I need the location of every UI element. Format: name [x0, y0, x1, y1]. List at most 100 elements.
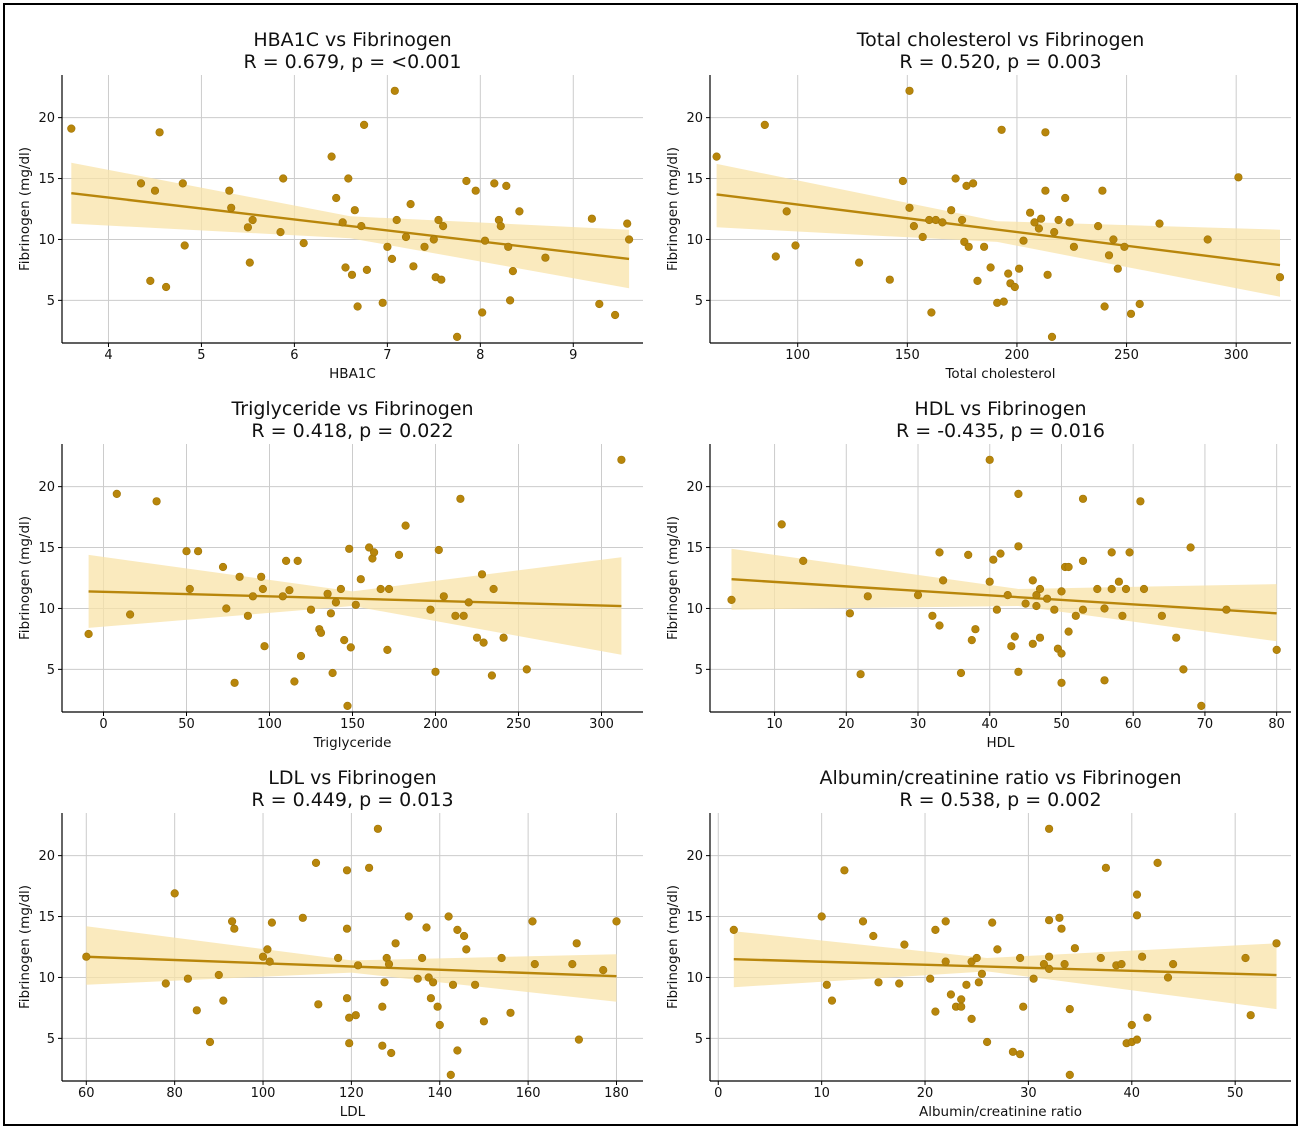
data-point	[383, 645, 392, 655]
data-point	[1064, 562, 1073, 572]
data-point	[340, 635, 349, 645]
data-point	[1041, 186, 1050, 195]
data-point	[380, 978, 389, 987]
x-tick-label: 60	[78, 1086, 95, 1101]
data-point	[136, 179, 146, 188]
data-point	[1153, 858, 1162, 868]
data-point	[464, 598, 473, 607]
data-point	[997, 125, 1006, 134]
x-tick-label: 180	[604, 1086, 629, 1101]
data-point	[1019, 236, 1028, 245]
data-point	[245, 258, 254, 267]
data-point	[913, 590, 923, 600]
data-point	[404, 912, 413, 921]
data-point	[504, 242, 513, 251]
data-point	[323, 589, 332, 598]
data-point	[278, 592, 287, 601]
data-point	[712, 152, 721, 161]
data-point	[799, 556, 808, 566]
data-point	[1014, 489, 1023, 499]
data-point	[502, 181, 511, 190]
data-point	[451, 611, 460, 620]
data-point	[617, 455, 626, 464]
regression-line	[88, 590, 622, 608]
x-tick-label: 30	[910, 717, 927, 732]
data-point	[341, 263, 350, 272]
data-point	[962, 980, 971, 989]
data-point	[205, 1037, 215, 1047]
data-point	[935, 548, 944, 557]
data-point	[446, 1070, 455, 1079]
data-point	[471, 980, 480, 989]
data-point	[1054, 215, 1063, 225]
data-point	[444, 912, 453, 921]
data-point	[263, 945, 272, 954]
data-point	[298, 913, 307, 922]
data-point	[1036, 214, 1046, 223]
chart-title: HDL vs Fibrinogen	[914, 398, 1086, 420]
data-point	[248, 215, 257, 225]
data-point	[1096, 953, 1105, 963]
data-point	[869, 931, 878, 941]
data-point	[845, 609, 855, 618]
y-tick-label: 20	[686, 849, 703, 864]
data-point	[979, 242, 989, 251]
data-point	[1025, 208, 1035, 217]
data-point	[1109, 235, 1118, 244]
data-point	[365, 863, 374, 872]
x-tick-label: 50	[178, 717, 195, 732]
data-point	[1143, 1013, 1152, 1022]
data-point	[1014, 264, 1024, 273]
data-point	[992, 605, 1002, 614]
data-point	[192, 1006, 201, 1015]
data-point	[624, 235, 634, 244]
data-point	[1155, 219, 1164, 228]
x-tick-label: 300	[589, 717, 614, 732]
y-tick-label: 10	[686, 971, 703, 986]
chart-subtitle: R = 0.520, p = 0.003	[899, 51, 1101, 73]
data-point	[279, 174, 288, 183]
y-tick-label: 10	[686, 602, 703, 617]
data-point	[1197, 701, 1206, 711]
x-axis-label: Total cholesterol	[944, 366, 1055, 382]
data-point	[827, 996, 837, 1005]
data-point	[487, 671, 497, 680]
y-tick-label: 10	[38, 602, 55, 617]
x-tick-label: 250	[1114, 348, 1139, 363]
y-tick-label: 15	[38, 910, 55, 925]
data-point	[957, 1002, 966, 1011]
y-tick-label: 15	[686, 172, 703, 187]
data-point	[612, 917, 621, 926]
data-point	[791, 241, 800, 250]
data-point	[1004, 269, 1013, 278]
data-point	[1039, 959, 1048, 969]
x-tick-label: 10	[813, 1086, 830, 1101]
y-tick-label: 5	[695, 663, 703, 678]
data-point	[290, 677, 299, 686]
x-tick-label: 150	[340, 717, 365, 732]
x-tick-label: 140	[427, 1086, 452, 1101]
data-point	[973, 276, 982, 286]
data-point	[84, 629, 93, 639]
chart-subtitle: R = 0.418, p = 0.022	[251, 420, 453, 442]
data-point	[1057, 678, 1066, 687]
data-point	[182, 547, 191, 556]
data-point	[178, 179, 187, 188]
x-tick-label: 100	[251, 1086, 276, 1101]
data-point	[898, 176, 908, 186]
data-point	[1029, 974, 1038, 983]
x-tick-label: 150	[895, 348, 920, 363]
data-point	[345, 544, 354, 553]
data-point	[219, 996, 228, 1005]
data-point	[1050, 228, 1059, 237]
data-point	[360, 120, 369, 129]
data-point	[1126, 309, 1136, 318]
x-tick-label: 200	[423, 717, 448, 732]
x-tick-label: 40	[1124, 1086, 1141, 1101]
data-point	[1107, 548, 1116, 557]
data-point	[1157, 611, 1166, 620]
data-point	[230, 924, 239, 933]
data-point	[1139, 584, 1149, 594]
x-tick-label: 40	[981, 717, 998, 732]
data-point	[453, 1046, 462, 1055]
